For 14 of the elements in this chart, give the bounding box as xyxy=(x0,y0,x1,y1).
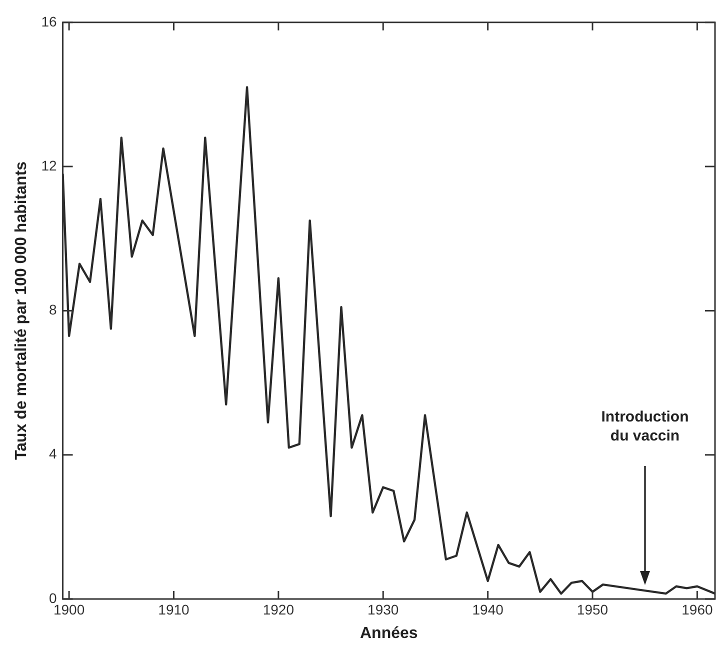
x-tick-label: 1930 xyxy=(368,601,399,618)
x-tick-label: 1960 xyxy=(682,601,713,618)
y-tick-label: 4 xyxy=(48,446,57,462)
x-axis-title: Années xyxy=(360,624,418,642)
annotation: Introduction du vaccin xyxy=(601,408,689,445)
x-tick-label: 1920 xyxy=(262,601,294,618)
y-tick-label: 8 xyxy=(48,302,57,318)
y-tick-label: 16 xyxy=(41,13,57,30)
x-tick-label: 1940 xyxy=(472,601,504,618)
x-tick-label: 1910 xyxy=(158,601,190,618)
y-axis-title: Taux de mortalité par 100 000 habitants xyxy=(13,161,30,460)
x-tick-label: 1950 xyxy=(576,601,608,618)
y-tick-label: 0 xyxy=(48,590,57,606)
y-tick-label: 12 xyxy=(41,157,57,174)
